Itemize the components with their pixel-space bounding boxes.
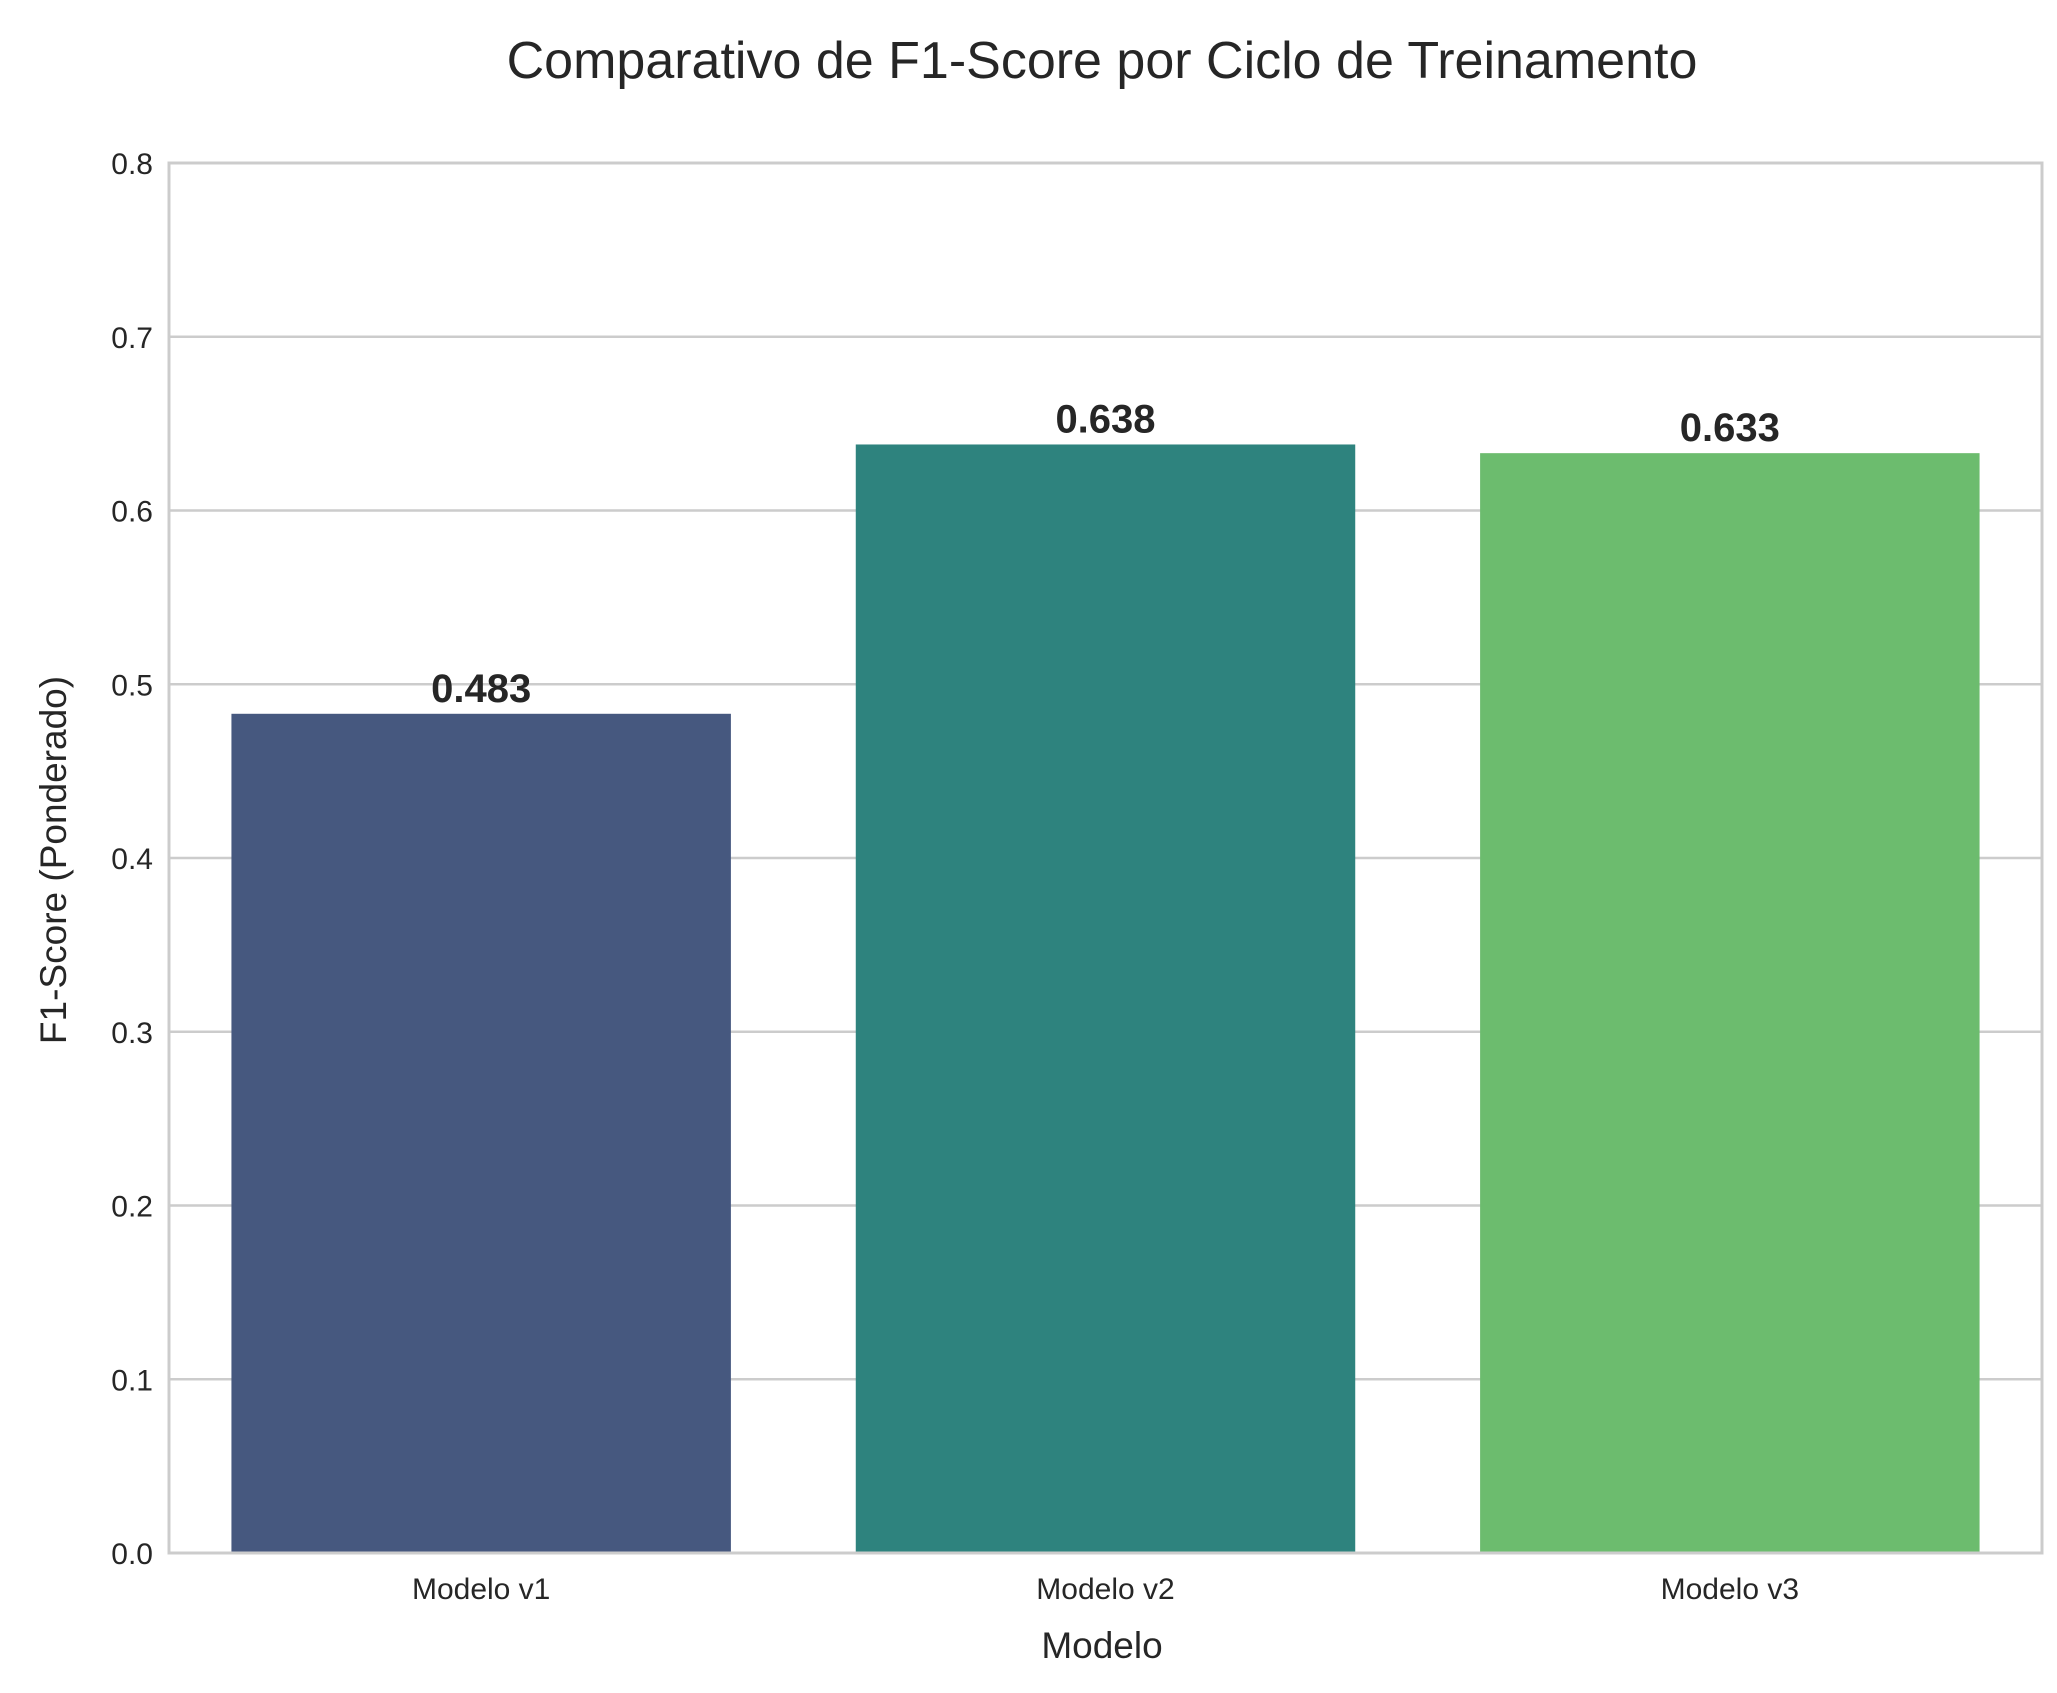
data-labels: 0.483 0.638 0.633 bbox=[431, 397, 1780, 710]
plot-frame bbox=[167, 161, 2044, 1555]
x-axis-label: Modelo bbox=[1041, 1625, 1162, 1666]
y-tick-label: 0.4 bbox=[111, 843, 153, 876]
bars bbox=[231, 444, 1980, 1554]
bar-value-label: 0.633 bbox=[1680, 406, 1780, 450]
y-tick-label: 0.7 bbox=[111, 322, 153, 355]
y-tick-label: 0.2 bbox=[111, 1191, 153, 1224]
chart-title: Comparativo de F1-Score por Ciclo de Tre… bbox=[507, 32, 1698, 90]
bar-2 bbox=[855, 444, 1356, 1554]
x-tick-label: Modelo v1 bbox=[412, 1573, 550, 1606]
y-tick-label: 0.0 bbox=[111, 1538, 153, 1571]
y-tick-label: 0.1 bbox=[111, 1364, 153, 1397]
y-axis-ticks: 0.0 0.1 0.2 0.3 0.4 0.5 0.6 0.7 0.8 bbox=[111, 148, 153, 1571]
bar-value-label: 0.483 bbox=[431, 667, 531, 711]
bar-3 bbox=[1480, 453, 1980, 1554]
y-tick-label: 0.6 bbox=[111, 496, 153, 529]
bar-value-label: 0.638 bbox=[1055, 397, 1155, 441]
y-axis-label: F1-Score (Ponderado) bbox=[33, 676, 74, 1044]
x-axis-ticks: Modelo v1 Modelo v2 Modelo v3 bbox=[412, 1573, 1799, 1606]
y-tick-label: 0.5 bbox=[111, 669, 153, 702]
x-tick-label: Modelo v2 bbox=[1036, 1573, 1174, 1606]
y-tick-label: 0.3 bbox=[111, 1017, 153, 1050]
x-tick-label: Modelo v3 bbox=[1661, 1573, 1799, 1606]
bar-1 bbox=[231, 713, 731, 1553]
y-tick-label: 0.8 bbox=[111, 148, 153, 181]
